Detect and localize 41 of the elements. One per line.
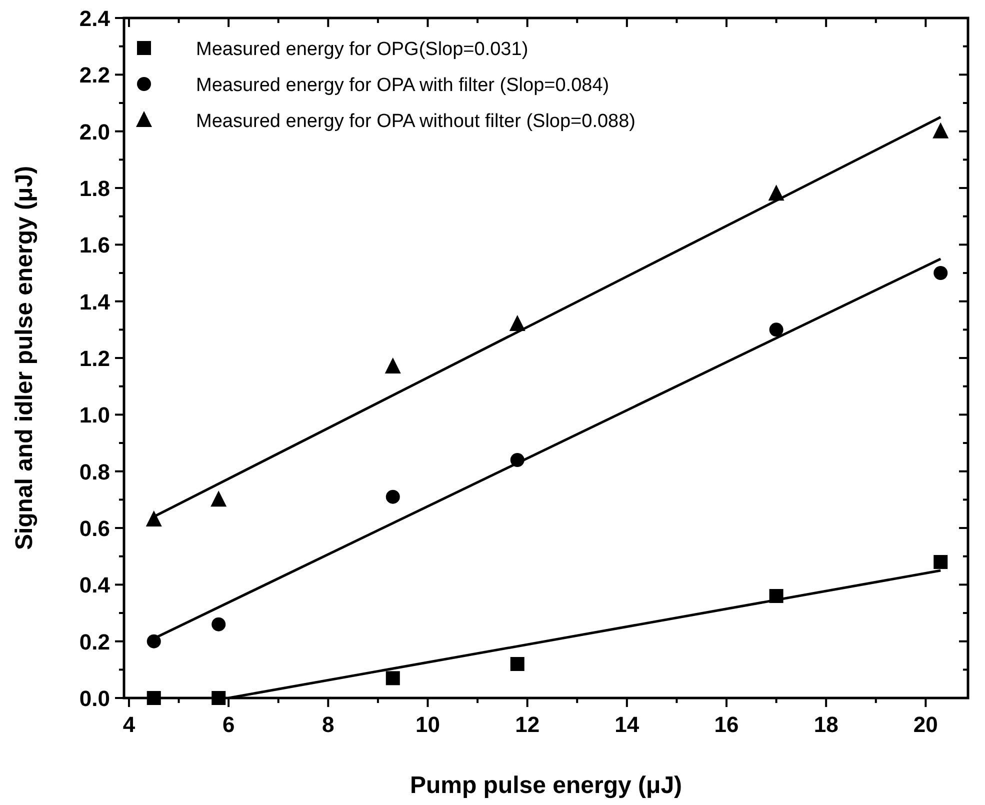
point: [386, 671, 400, 686]
y-tick-label: 2.0: [79, 119, 110, 144]
y-tick-label: 0.4: [79, 572, 111, 598]
point: [212, 691, 226, 705]
y-tick-label: 0.2: [79, 629, 110, 654]
point: [769, 322, 784, 337]
point: [934, 555, 948, 569]
x-tick-label: 6: [222, 712, 235, 737]
point: [212, 617, 226, 632]
y-tick-label: 1.0: [79, 402, 110, 428]
y-tick-label: 1.8: [79, 176, 110, 201]
point: [210, 490, 227, 507]
legend-label: Measured energy for OPG(Slop=0.031): [196, 39, 528, 60]
point: [932, 122, 949, 138]
x-tick-label: 12: [515, 712, 540, 737]
y-tick-label: 2.4: [79, 6, 111, 31]
point: [934, 266, 948, 280]
x-axis-title: Pump pulse energy (μJ): [410, 772, 682, 799]
x-tick-label: 10: [416, 712, 440, 737]
x-tick-label: 20: [913, 712, 938, 737]
y-tick-label: 1.6: [79, 232, 110, 258]
y-tick-label: 0.6: [79, 516, 110, 541]
point: [510, 657, 524, 671]
y-tick-label: 1.2: [79, 346, 110, 371]
x-tick-label: 18: [814, 712, 838, 737]
x-tick-label: 16: [714, 712, 739, 737]
legend-label: Measured energy for OPA with filter (Slop=0.084): [196, 75, 610, 96]
point: [146, 691, 161, 705]
legend-label: Measured energy for OPA without filter (Slop=0.088): [196, 111, 636, 132]
y-tick-label: 0.0: [79, 686, 110, 711]
x-tick-label: 4: [122, 712, 136, 737]
y-tick-label: 2.2: [79, 62, 110, 88]
point: [146, 510, 162, 526]
point: [386, 490, 400, 504]
y-axis-title: Signal and idler pulse energy (μJ): [11, 166, 38, 550]
x-tick-label: 14: [614, 712, 640, 737]
x-tick-label: 8: [322, 712, 334, 737]
point: [146, 634, 161, 648]
y-tick-label: 0.8: [79, 459, 110, 484]
y-tick-label: 1.4: [79, 289, 111, 314]
point: [384, 358, 401, 374]
